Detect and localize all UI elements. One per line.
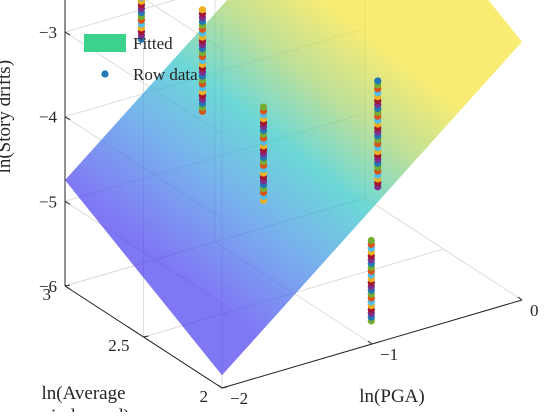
scatter-column <box>198 6 207 115</box>
y-axis-title-line: ln(Average <box>41 383 125 404</box>
x-tick-label: −1 <box>380 345 398 364</box>
back-wall-grid-line <box>64 0 177 33</box>
fitted-surface <box>65 0 522 376</box>
z-tick-label: −4 <box>39 108 58 127</box>
y-tick-label: 3 <box>43 285 52 304</box>
x-tick-mark <box>217 384 223 389</box>
z-tick-mark <box>64 116 71 121</box>
scatter-column <box>259 103 268 204</box>
surface-layer <box>65 0 522 376</box>
legend-label-row-data: Row data <box>133 65 198 84</box>
z-tick-mark <box>64 285 71 290</box>
z-tick-mark <box>64 200 71 205</box>
legend-marker-row-data <box>101 70 109 78</box>
z-tick-mark <box>64 31 71 36</box>
side-wall-grid-line <box>145 0 223 50</box>
z-tick-label: −3 <box>39 23 57 42</box>
z-tick-label: −5 <box>39 192 57 211</box>
row-data-point <box>198 6 207 14</box>
row-data-point <box>137 0 145 5</box>
scatter-column <box>137 0 145 43</box>
y-tick-label: 2.5 <box>108 336 129 355</box>
legend-layer: Fitted Row data <box>84 34 198 84</box>
scatter-layer <box>137 0 382 325</box>
y-tick-mark <box>221 386 228 389</box>
row-data-point <box>138 0 144 1</box>
x-tick-mark <box>367 340 373 345</box>
x-axis-title: ln(PGA) <box>359 386 424 407</box>
z-axis-title: ln(Story drifts) <box>0 60 15 173</box>
y-tick-mark <box>64 284 71 287</box>
y-axis-title-line: wind speed) <box>37 406 129 412</box>
x-tick-label: −2 <box>230 389 248 408</box>
scatter-column <box>374 77 382 191</box>
y-tick-label: 2 <box>200 387 209 406</box>
row-data-point <box>259 103 268 111</box>
x-tick-label: 0 <box>530 301 539 320</box>
y-tick-mark <box>143 335 149 338</box>
x-tick-mark <box>517 296 523 301</box>
scatter-column <box>367 236 375 325</box>
row-data-point <box>367 236 375 245</box>
legend-label-fitted: Fitted <box>133 34 173 53</box>
legend-swatch-fitted <box>84 34 126 52</box>
z-tick-label: −6 <box>39 277 57 296</box>
row-data-point <box>374 77 382 85</box>
